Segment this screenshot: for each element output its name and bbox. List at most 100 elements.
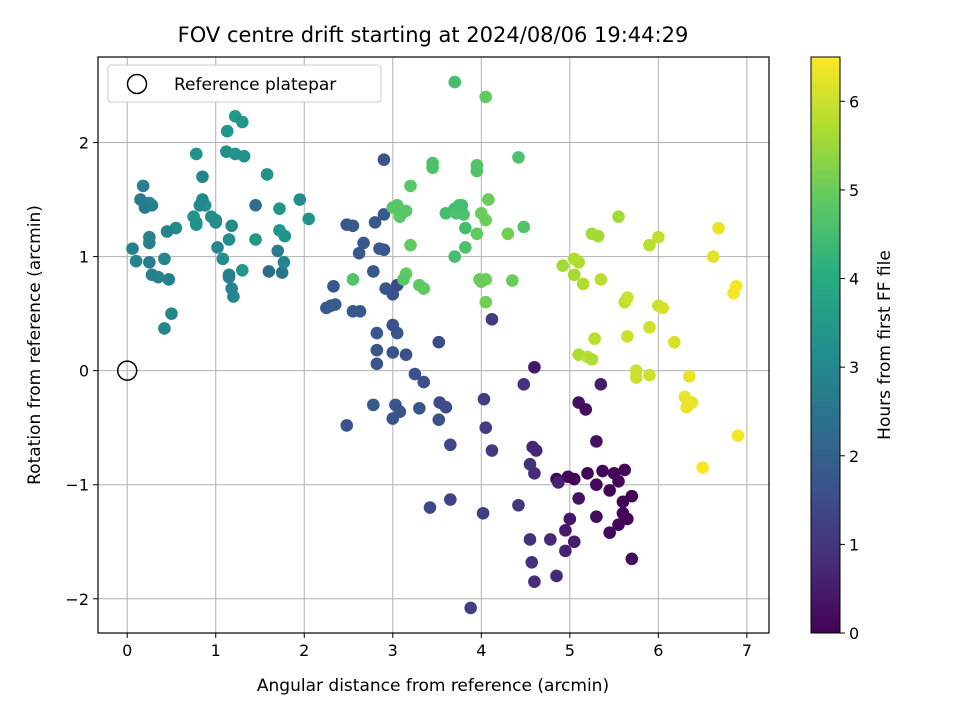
data-point bbox=[643, 238, 656, 252]
data-point bbox=[432, 413, 446, 427]
data-point bbox=[408, 367, 422, 381]
data-point bbox=[444, 438, 457, 452]
data-point bbox=[612, 210, 625, 223]
data-point bbox=[399, 348, 413, 361]
data-point bbox=[165, 307, 178, 320]
data-point bbox=[567, 535, 581, 549]
data-point bbox=[432, 335, 446, 349]
data-point bbox=[370, 326, 384, 340]
data-point bbox=[612, 475, 625, 488]
data-point bbox=[143, 236, 156, 250]
data-point bbox=[567, 472, 581, 486]
data-point bbox=[621, 291, 634, 304]
data-point bbox=[225, 219, 238, 233]
data-point bbox=[196, 170, 209, 184]
x-ticks: 0 1 2 3 4 5 6 7 bbox=[122, 633, 752, 660]
data-point bbox=[476, 506, 490, 520]
data-point bbox=[603, 526, 616, 539]
data-point bbox=[417, 282, 431, 295]
x-tick-label: 6 bbox=[653, 641, 663, 660]
colorbar-ticks: 0 1 2 3 4 5 6 bbox=[840, 92, 859, 643]
data-point bbox=[621, 330, 634, 343]
colorbar-tick-label: 6 bbox=[849, 92, 859, 111]
data-point bbox=[225, 282, 238, 295]
legend-label: Reference platepar bbox=[174, 75, 336, 95]
data-point bbox=[512, 498, 525, 512]
data-point bbox=[235, 115, 249, 129]
data-point bbox=[220, 124, 234, 138]
data-point bbox=[572, 492, 585, 505]
x-tick-label: 5 bbox=[565, 641, 575, 660]
data-point bbox=[404, 238, 417, 252]
data-point bbox=[563, 512, 577, 526]
data-point bbox=[512, 151, 525, 164]
data-point bbox=[523, 457, 537, 471]
data-point bbox=[588, 332, 601, 346]
y-axis-label: Rotation from reference (arcmin) bbox=[25, 205, 45, 485]
data-point bbox=[591, 229, 605, 243]
data-point bbox=[368, 216, 382, 229]
data-point bbox=[579, 403, 593, 416]
reference-platepar-marker bbox=[116, 360, 138, 381]
data-point bbox=[158, 322, 171, 335]
data-point bbox=[377, 208, 391, 221]
data-point bbox=[544, 533, 557, 546]
data-point bbox=[603, 484, 616, 497]
data-point bbox=[590, 478, 603, 492]
data-point bbox=[485, 313, 499, 326]
data-point bbox=[386, 318, 400, 332]
data-point bbox=[293, 193, 307, 206]
data-point bbox=[209, 213, 223, 227]
data-point bbox=[529, 444, 543, 457]
colorbar-tick-label: 3 bbox=[849, 358, 859, 377]
data-point bbox=[459, 221, 472, 235]
data-point bbox=[222, 268, 236, 282]
data-point bbox=[162, 273, 176, 286]
data-point bbox=[302, 212, 315, 226]
data-point bbox=[556, 259, 570, 273]
data-point bbox=[138, 201, 152, 214]
plot-frame bbox=[97, 56, 770, 634]
data-point bbox=[477, 392, 491, 406]
data-point bbox=[216, 252, 230, 266]
data-point bbox=[550, 569, 563, 583]
data-point bbox=[618, 463, 632, 477]
data-point bbox=[479, 213, 493, 227]
data-point bbox=[459, 241, 472, 254]
data-point bbox=[160, 225, 174, 238]
data-point bbox=[426, 156, 439, 170]
data-point bbox=[136, 179, 150, 193]
data-point bbox=[505, 274, 519, 287]
data-point bbox=[528, 360, 541, 374]
data-point bbox=[485, 444, 499, 457]
data-point bbox=[559, 544, 572, 558]
data-point bbox=[448, 250, 462, 263]
data-point bbox=[235, 263, 249, 277]
data-points bbox=[126, 75, 745, 615]
chart-title: FOV centre drift starting at 2024/08/06 … bbox=[178, 23, 689, 47]
data-point bbox=[370, 343, 384, 357]
data-point bbox=[277, 256, 291, 269]
colorbar-tick-label: 2 bbox=[849, 447, 859, 466]
data-point bbox=[189, 216, 203, 229]
grid bbox=[98, 57, 769, 633]
data-point bbox=[479, 295, 493, 309]
data-point bbox=[482, 193, 495, 206]
reference-marker-group bbox=[116, 360, 138, 381]
y-tick-label: 2 bbox=[79, 134, 89, 153]
data-point bbox=[249, 198, 262, 212]
data-point bbox=[423, 501, 437, 514]
data-point bbox=[625, 489, 639, 503]
data-point bbox=[528, 575, 541, 588]
x-tick-label: 3 bbox=[388, 641, 398, 660]
data-point bbox=[367, 265, 380, 278]
colorbar-gradient bbox=[810, 56, 841, 634]
data-point bbox=[413, 402, 426, 415]
colorbar-tick-label: 5 bbox=[849, 181, 859, 200]
data-point bbox=[517, 378, 531, 391]
data-point bbox=[370, 357, 384, 371]
data-point bbox=[594, 273, 608, 286]
x-tick-label: 2 bbox=[299, 641, 309, 660]
